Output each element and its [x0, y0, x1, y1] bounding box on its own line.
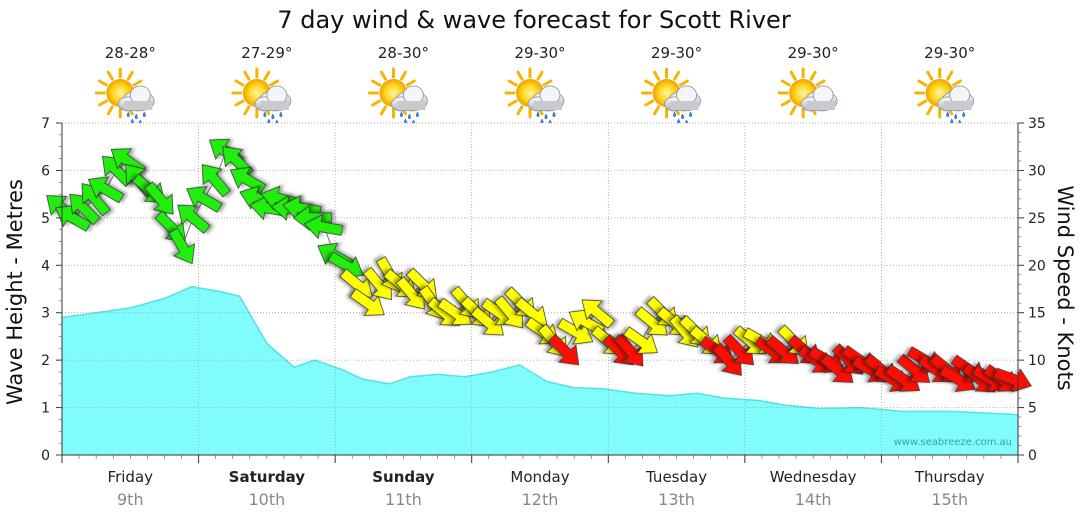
x-tick-label-day: Monday [510, 468, 569, 486]
wind-arrow [87, 176, 125, 204]
x-tick-label-day: Saturday [229, 468, 306, 486]
y-tick-label-left: 2 [41, 353, 50, 369]
temperature-range: 28-30° [378, 44, 429, 62]
sun-cloud-rain-icon [367, 67, 428, 126]
x-tick-label-day: Sunday [372, 468, 435, 486]
wind-arrow [303, 214, 344, 240]
x-tick-label-date: 12th [522, 490, 559, 509]
wind-arrow [581, 299, 615, 329]
cloud [254, 85, 292, 112]
y-tick-label-left: 3 [41, 306, 50, 322]
cloud [117, 85, 155, 112]
x-tick-label-date: 13th [658, 490, 695, 509]
y-tick-label-left: 7 [41, 116, 50, 132]
y-tick-label-left: 5 [41, 211, 50, 227]
grid-lines [62, 122, 1018, 455]
wind-arrow [622, 326, 659, 354]
temperature-range: 29-30° [514, 44, 565, 62]
y-tick-label-right: 10 [1028, 353, 1046, 369]
x-tick-label-day: Friday [108, 468, 154, 486]
wave-height-series [61, 285, 1019, 455]
sun-cloud-rain-icon [504, 67, 565, 126]
y-tick-label-right: 25 [1028, 211, 1046, 227]
sun-cloud-rain-icon [914, 67, 975, 126]
y-tick-label-right: 30 [1028, 163, 1046, 179]
wind-arrows-series [46, 138, 1032, 393]
temperature-range: 29-30° [651, 44, 702, 62]
wind-arrow [177, 204, 211, 234]
wind-arrow [993, 367, 1032, 393]
temperature-range: 27-29° [241, 44, 292, 62]
weather-row: 28-28° 27-29° 28-30° 29-30° 29-30° 29-30° 29-3… [94, 44, 975, 126]
temperature-range: 28-28° [105, 44, 156, 62]
x-tick-label-date: 15th [931, 490, 968, 509]
wind-arrow [186, 186, 223, 213]
sun-cloud-rain-icon [231, 67, 292, 126]
cloud [800, 85, 838, 112]
y-axis-right-label: Wind Speed - Knots [1053, 185, 1077, 390]
temperature-range: 29-30° [788, 44, 839, 62]
sun-cloud-icon [777, 67, 838, 119]
y-tick-label-left: 4 [41, 258, 50, 274]
x-tick-label-date: 9th [117, 490, 144, 509]
cloud [937, 85, 975, 112]
x-tick-label-date: 14th [795, 490, 832, 509]
wind-arrow [168, 227, 196, 265]
wind-arrow [547, 333, 580, 366]
sun-cloud-rain-icon [94, 67, 155, 126]
x-tick-label-day: Wednesday [770, 468, 857, 486]
y-tick-label-right: 5 [1028, 401, 1037, 417]
wave-area [62, 286, 1018, 455]
x-tick-label-day: Thursday [914, 468, 985, 486]
x-tick-label-date: 11th [385, 490, 422, 509]
wind-arrow [201, 164, 231, 198]
y-tick-label-left: 0 [41, 448, 50, 464]
chart-title: 7 day wind & wave forecast for Scott Riv… [277, 6, 791, 34]
rain-drops [126, 111, 146, 126]
y-tick-label-right: 20 [1028, 258, 1046, 274]
cloud [391, 85, 428, 112]
cloud [664, 85, 701, 112]
y-tick-label-right: 15 [1028, 306, 1046, 322]
cloud [527, 85, 565, 112]
y-tick-label-right: 0 [1028, 448, 1037, 464]
sun-cloud-rain-icon [641, 67, 701, 126]
x-tick-label-date: 10th [248, 490, 285, 509]
wave-line [61, 285, 1019, 416]
y-axis-left-label: Wave Height - Metres [3, 179, 27, 405]
x-tick-label-day: Tuesday [645, 468, 707, 486]
y-tick-label-left: 6 [41, 163, 50, 179]
y-tick-label-left: 1 [41, 401, 50, 417]
y-tick-label-right: 35 [1028, 116, 1046, 132]
watermark: www.seabreeze.com.au [894, 437, 1012, 448]
wind-arrow [144, 181, 174, 215]
temperature-range: 29-30° [924, 44, 975, 62]
axes: 0 1 2 3 4 5 6 7 0 5 10 15 20 25 30 35 Friday 9th Saturday 1… [41, 116, 1046, 509]
